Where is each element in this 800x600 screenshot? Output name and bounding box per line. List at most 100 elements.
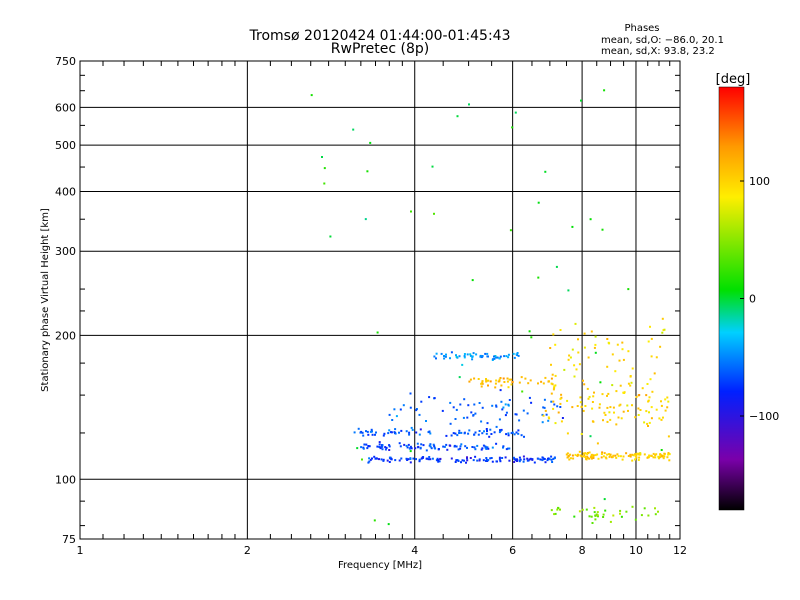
echo-point xyxy=(571,454,574,457)
echo-point xyxy=(491,446,494,449)
echo-point xyxy=(606,420,609,423)
echo-point xyxy=(639,452,642,455)
echo-point xyxy=(586,455,589,458)
echo-point xyxy=(367,433,370,436)
echo-point xyxy=(507,434,510,437)
echo-point xyxy=(439,457,442,460)
echo-point xyxy=(419,446,422,449)
echo-point xyxy=(425,420,427,422)
echo-point xyxy=(634,458,636,461)
echo-point xyxy=(551,461,554,463)
echo-point xyxy=(371,433,374,436)
echo-point xyxy=(621,348,624,351)
echo-point xyxy=(565,453,568,456)
echo-point xyxy=(537,457,540,460)
echo-point xyxy=(659,345,662,348)
echo-point xyxy=(506,380,509,383)
y-tick-label: 600 xyxy=(55,101,76,114)
echo-point xyxy=(508,399,511,401)
echo-point xyxy=(428,430,431,433)
echo-point xyxy=(461,363,464,366)
echo-point xyxy=(515,413,518,416)
echo-point xyxy=(554,343,557,346)
echo-point xyxy=(554,512,557,515)
y-axis-label: Stationary phase Virtual Height [km] xyxy=(40,208,51,392)
echo-point xyxy=(468,429,471,432)
echo-point xyxy=(654,454,657,457)
echo-point xyxy=(572,457,575,460)
echo-point xyxy=(549,347,552,349)
echo-point xyxy=(553,385,556,388)
echo-point xyxy=(601,228,604,231)
echo-point xyxy=(459,403,462,406)
echo-point xyxy=(491,404,494,407)
echo-point xyxy=(365,443,368,446)
echo-point xyxy=(638,456,641,459)
echo-point xyxy=(505,433,508,436)
echo-point xyxy=(409,406,412,409)
echo-point xyxy=(589,456,592,459)
echo-point xyxy=(547,416,550,419)
echo-point xyxy=(502,377,505,380)
echo-point xyxy=(388,456,391,459)
echo-point xyxy=(620,417,623,420)
echo-point xyxy=(518,460,521,463)
echo-point xyxy=(403,443,406,446)
echo-point xyxy=(530,401,533,404)
echo-point xyxy=(575,368,578,371)
echo-point xyxy=(541,421,544,424)
echo-point xyxy=(590,515,593,518)
echo-point xyxy=(507,353,510,356)
echo-point xyxy=(507,403,510,406)
echo-point xyxy=(400,429,403,432)
echo-point xyxy=(550,392,553,395)
echo-point xyxy=(382,458,385,461)
echo-point xyxy=(464,445,467,448)
echo-point xyxy=(596,453,599,456)
y-tick-label: 750 xyxy=(55,55,76,68)
echo-point xyxy=(588,457,591,460)
echo-point xyxy=(619,403,622,406)
data-points xyxy=(310,89,671,526)
echo-point xyxy=(441,409,444,412)
echo-point xyxy=(547,457,550,460)
echo-point xyxy=(596,514,599,516)
echo-point xyxy=(435,459,438,462)
echo-point xyxy=(623,391,626,394)
echo-point xyxy=(608,411,611,414)
echo-point xyxy=(498,456,501,459)
echo-point xyxy=(583,332,586,335)
echo-point xyxy=(604,509,607,512)
colorbar-ticks: 100 0 −100 xyxy=(740,175,779,423)
echo-point xyxy=(602,516,605,518)
echo-point xyxy=(594,343,597,346)
echo-point xyxy=(378,441,381,444)
echo-point xyxy=(463,356,466,359)
echo-point xyxy=(367,461,370,464)
chart-subtitle: RwPretec (8p) xyxy=(331,41,429,57)
echo-point xyxy=(584,452,587,455)
echo-point xyxy=(640,514,643,517)
echo-point xyxy=(450,351,453,354)
echo-point xyxy=(666,396,669,399)
echo-point xyxy=(323,182,326,185)
echo-point xyxy=(589,435,592,438)
echo-point xyxy=(634,416,637,419)
echo-point xyxy=(643,421,646,424)
echo-point xyxy=(517,429,520,432)
echo-point xyxy=(498,378,501,381)
echo-point xyxy=(454,418,457,420)
echo-point xyxy=(371,430,373,433)
echo-point xyxy=(515,431,518,434)
y-tick-label: 100 xyxy=(55,473,76,486)
echo-point xyxy=(523,435,525,438)
echo-point xyxy=(449,357,451,360)
echo-point xyxy=(579,454,582,457)
echo-point xyxy=(638,394,641,396)
echo-point xyxy=(393,431,396,434)
echo-point xyxy=(478,458,481,461)
echo-point xyxy=(638,453,640,456)
echo-point xyxy=(506,377,509,380)
echo-point xyxy=(520,376,523,379)
echo-point xyxy=(411,428,414,431)
